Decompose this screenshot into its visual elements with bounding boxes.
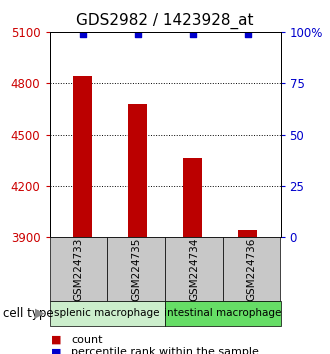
Text: percentile rank within the sample: percentile rank within the sample <box>71 347 259 354</box>
Bar <box>128 104 147 237</box>
Point <box>245 31 250 37</box>
Point <box>135 31 140 37</box>
Text: splenic macrophage: splenic macrophage <box>54 308 160 318</box>
Text: ■: ■ <box>51 347 61 354</box>
Text: GSM224735: GSM224735 <box>131 237 141 301</box>
Title: GDS2982 / 1423928_at: GDS2982 / 1423928_at <box>76 13 254 29</box>
Text: GSM224733: GSM224733 <box>73 237 83 301</box>
Text: GSM224736: GSM224736 <box>247 237 257 301</box>
Text: GSM224734: GSM224734 <box>189 237 199 301</box>
Text: intestinal macrophage: intestinal macrophage <box>164 308 281 318</box>
Point <box>80 31 85 37</box>
Bar <box>183 159 202 237</box>
Text: ■: ■ <box>51 335 61 345</box>
Text: count: count <box>71 335 102 345</box>
Bar <box>238 230 257 237</box>
Point <box>190 31 195 37</box>
Text: ▶: ▶ <box>35 307 45 320</box>
Text: cell type: cell type <box>3 307 54 320</box>
Bar <box>73 76 92 237</box>
